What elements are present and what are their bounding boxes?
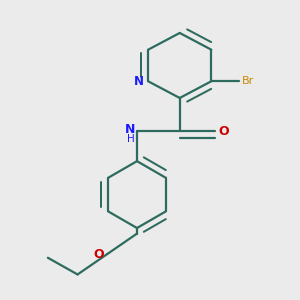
- Text: H: H: [128, 134, 135, 144]
- Text: O: O: [94, 248, 104, 260]
- Text: N: N: [125, 123, 135, 136]
- Text: N: N: [134, 75, 144, 88]
- Text: O: O: [218, 125, 229, 138]
- Text: Br: Br: [242, 76, 254, 86]
